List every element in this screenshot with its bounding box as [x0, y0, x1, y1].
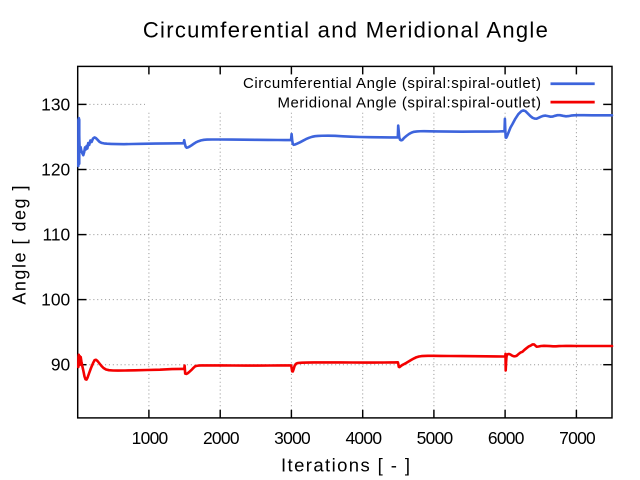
svg-text:90: 90 — [51, 355, 70, 375]
svg-text:Meridional Angle (spiral:spira: Meridional Angle (spiral:spiral-outlet) — [277, 95, 541, 112]
svg-text:2000: 2000 — [203, 428, 239, 448]
svg-text:130: 130 — [41, 94, 70, 114]
svg-text:5000: 5000 — [417, 428, 453, 448]
svg-text:4000: 4000 — [345, 428, 381, 448]
svg-text:6000: 6000 — [488, 428, 524, 448]
svg-text:120: 120 — [41, 160, 70, 180]
svg-text:Circumferential Angle (spiral:: Circumferential Angle (spiral:spiral-out… — [243, 75, 541, 92]
svg-text:3000: 3000 — [274, 428, 310, 448]
svg-text:100: 100 — [41, 290, 70, 310]
svg-text:Angle [ deg ]: Angle [ deg ] — [10, 184, 30, 305]
svg-text:Circumferential and Meridional: Circumferential and Meridional Angle — [143, 18, 549, 43]
svg-text:Iterations [ - ]: Iterations [ - ] — [281, 454, 411, 475]
svg-text:1000: 1000 — [132, 428, 168, 448]
svg-text:110: 110 — [42, 225, 70, 245]
svg-text:7000: 7000 — [559, 428, 595, 448]
